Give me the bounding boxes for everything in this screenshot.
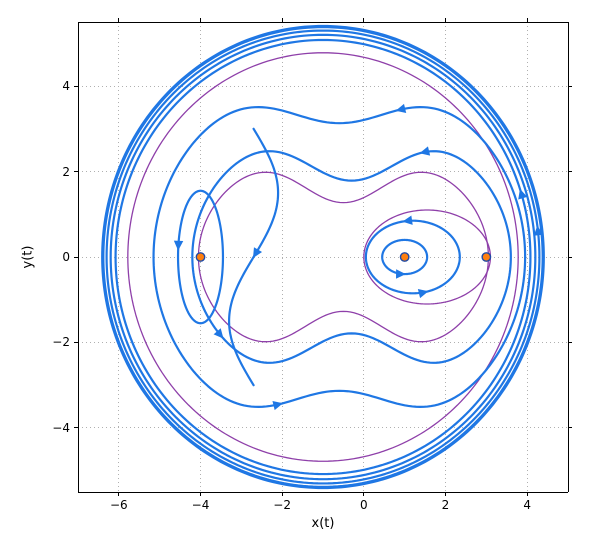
flow-arrow-icon <box>254 248 262 257</box>
flow-arrow-icon <box>397 105 406 113</box>
plot-svg <box>0 0 592 542</box>
phase-portrait-figure: −6−4−2024−4−2024 x(t) y(t) <box>0 0 592 542</box>
limit-cycle <box>103 26 544 487</box>
y-axis-label: y(t) <box>21 246 36 269</box>
flow-arrow-icon <box>419 290 428 298</box>
fixed-point-marker <box>482 253 490 261</box>
flow-arrow-icon <box>273 402 282 410</box>
streamline <box>192 151 511 363</box>
separatrix-curve <box>198 172 488 341</box>
flow-arrow-icon <box>397 270 405 278</box>
flow-arrow-icon <box>175 241 183 249</box>
streamline <box>366 221 460 294</box>
flow-arrow-icon <box>404 216 413 224</box>
fixed-point-marker <box>196 253 204 261</box>
x-axis-label: x(t) <box>312 516 335 531</box>
streamline <box>111 35 536 479</box>
fixed-point-marker <box>400 253 408 261</box>
streamline <box>107 31 540 484</box>
streamline <box>154 107 526 407</box>
